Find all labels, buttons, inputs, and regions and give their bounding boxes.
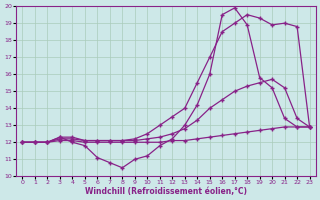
X-axis label: Windchill (Refroidissement éolien,°C): Windchill (Refroidissement éolien,°C)	[85, 187, 247, 196]
